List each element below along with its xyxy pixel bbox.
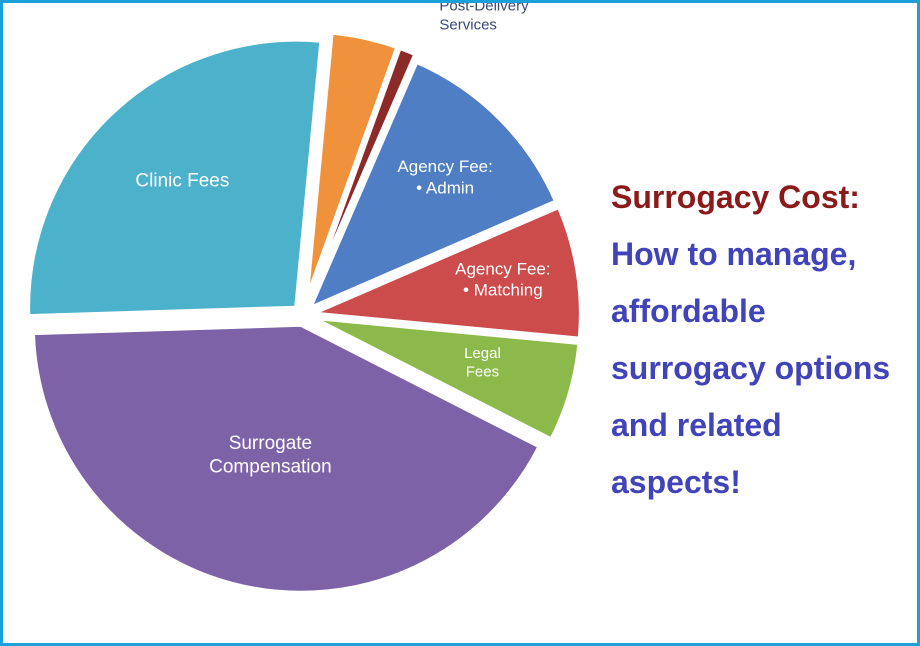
- slice-label-line: Legal: [464, 345, 501, 362]
- heading: Surrogacy Cost: How to manage, affordabl…: [611, 169, 917, 511]
- pie-slice-agency-fee-matching: [312, 204, 583, 341]
- heading-line-2: affordable: [611, 293, 766, 329]
- heading-line-4: and related: [611, 407, 782, 443]
- heading-line-1: How to manage,: [611, 236, 857, 272]
- heading-title: Surrogacy Cost:: [611, 179, 860, 215]
- pie-slice-surrogate-compensation: [30, 322, 543, 595]
- pie-slice-clinic-fees: [26, 37, 324, 319]
- slice-label-3: Post-Delivery Services: [439, 3, 529, 33]
- slice-label-line: Clinic Fees: [135, 171, 229, 192]
- slice-label-line: Services: [439, 16, 497, 33]
- pie-slice-legal-fees: [311, 315, 582, 443]
- slice-label-line: Agency Fee:: [455, 259, 550, 278]
- slice-label-line: Surrogate: [229, 433, 312, 454]
- slice-label-1: Clinic Fees: [135, 171, 229, 192]
- heading-line-5: aspects!: [611, 464, 741, 500]
- slice-label-5: Agency Fee: • Matching: [455, 259, 550, 299]
- slice-label-line: Post-Delivery: [439, 3, 529, 15]
- slice-label-line: Fees: [466, 364, 499, 381]
- pie-slice-post-delivery-services: [307, 45, 418, 301]
- pie-slice-insurnace-co-pays: [304, 30, 400, 301]
- slice-label-line: • Matching: [463, 281, 543, 300]
- heading-line-3: surrogacy options: [611, 350, 891, 386]
- slice-label-4: Agency Fee: • Admin: [397, 157, 492, 197]
- slice-label-6: Legal Fees: [464, 345, 501, 381]
- slice-label-line: Agency Fee:: [397, 157, 492, 176]
- slice-label-line: • Admin: [416, 178, 474, 197]
- slice-label-0: Surrogate Compensation: [209, 433, 332, 478]
- slice-label-line: Compensation: [209, 457, 332, 478]
- pie-slice-agency-fee-admin: [306, 59, 559, 312]
